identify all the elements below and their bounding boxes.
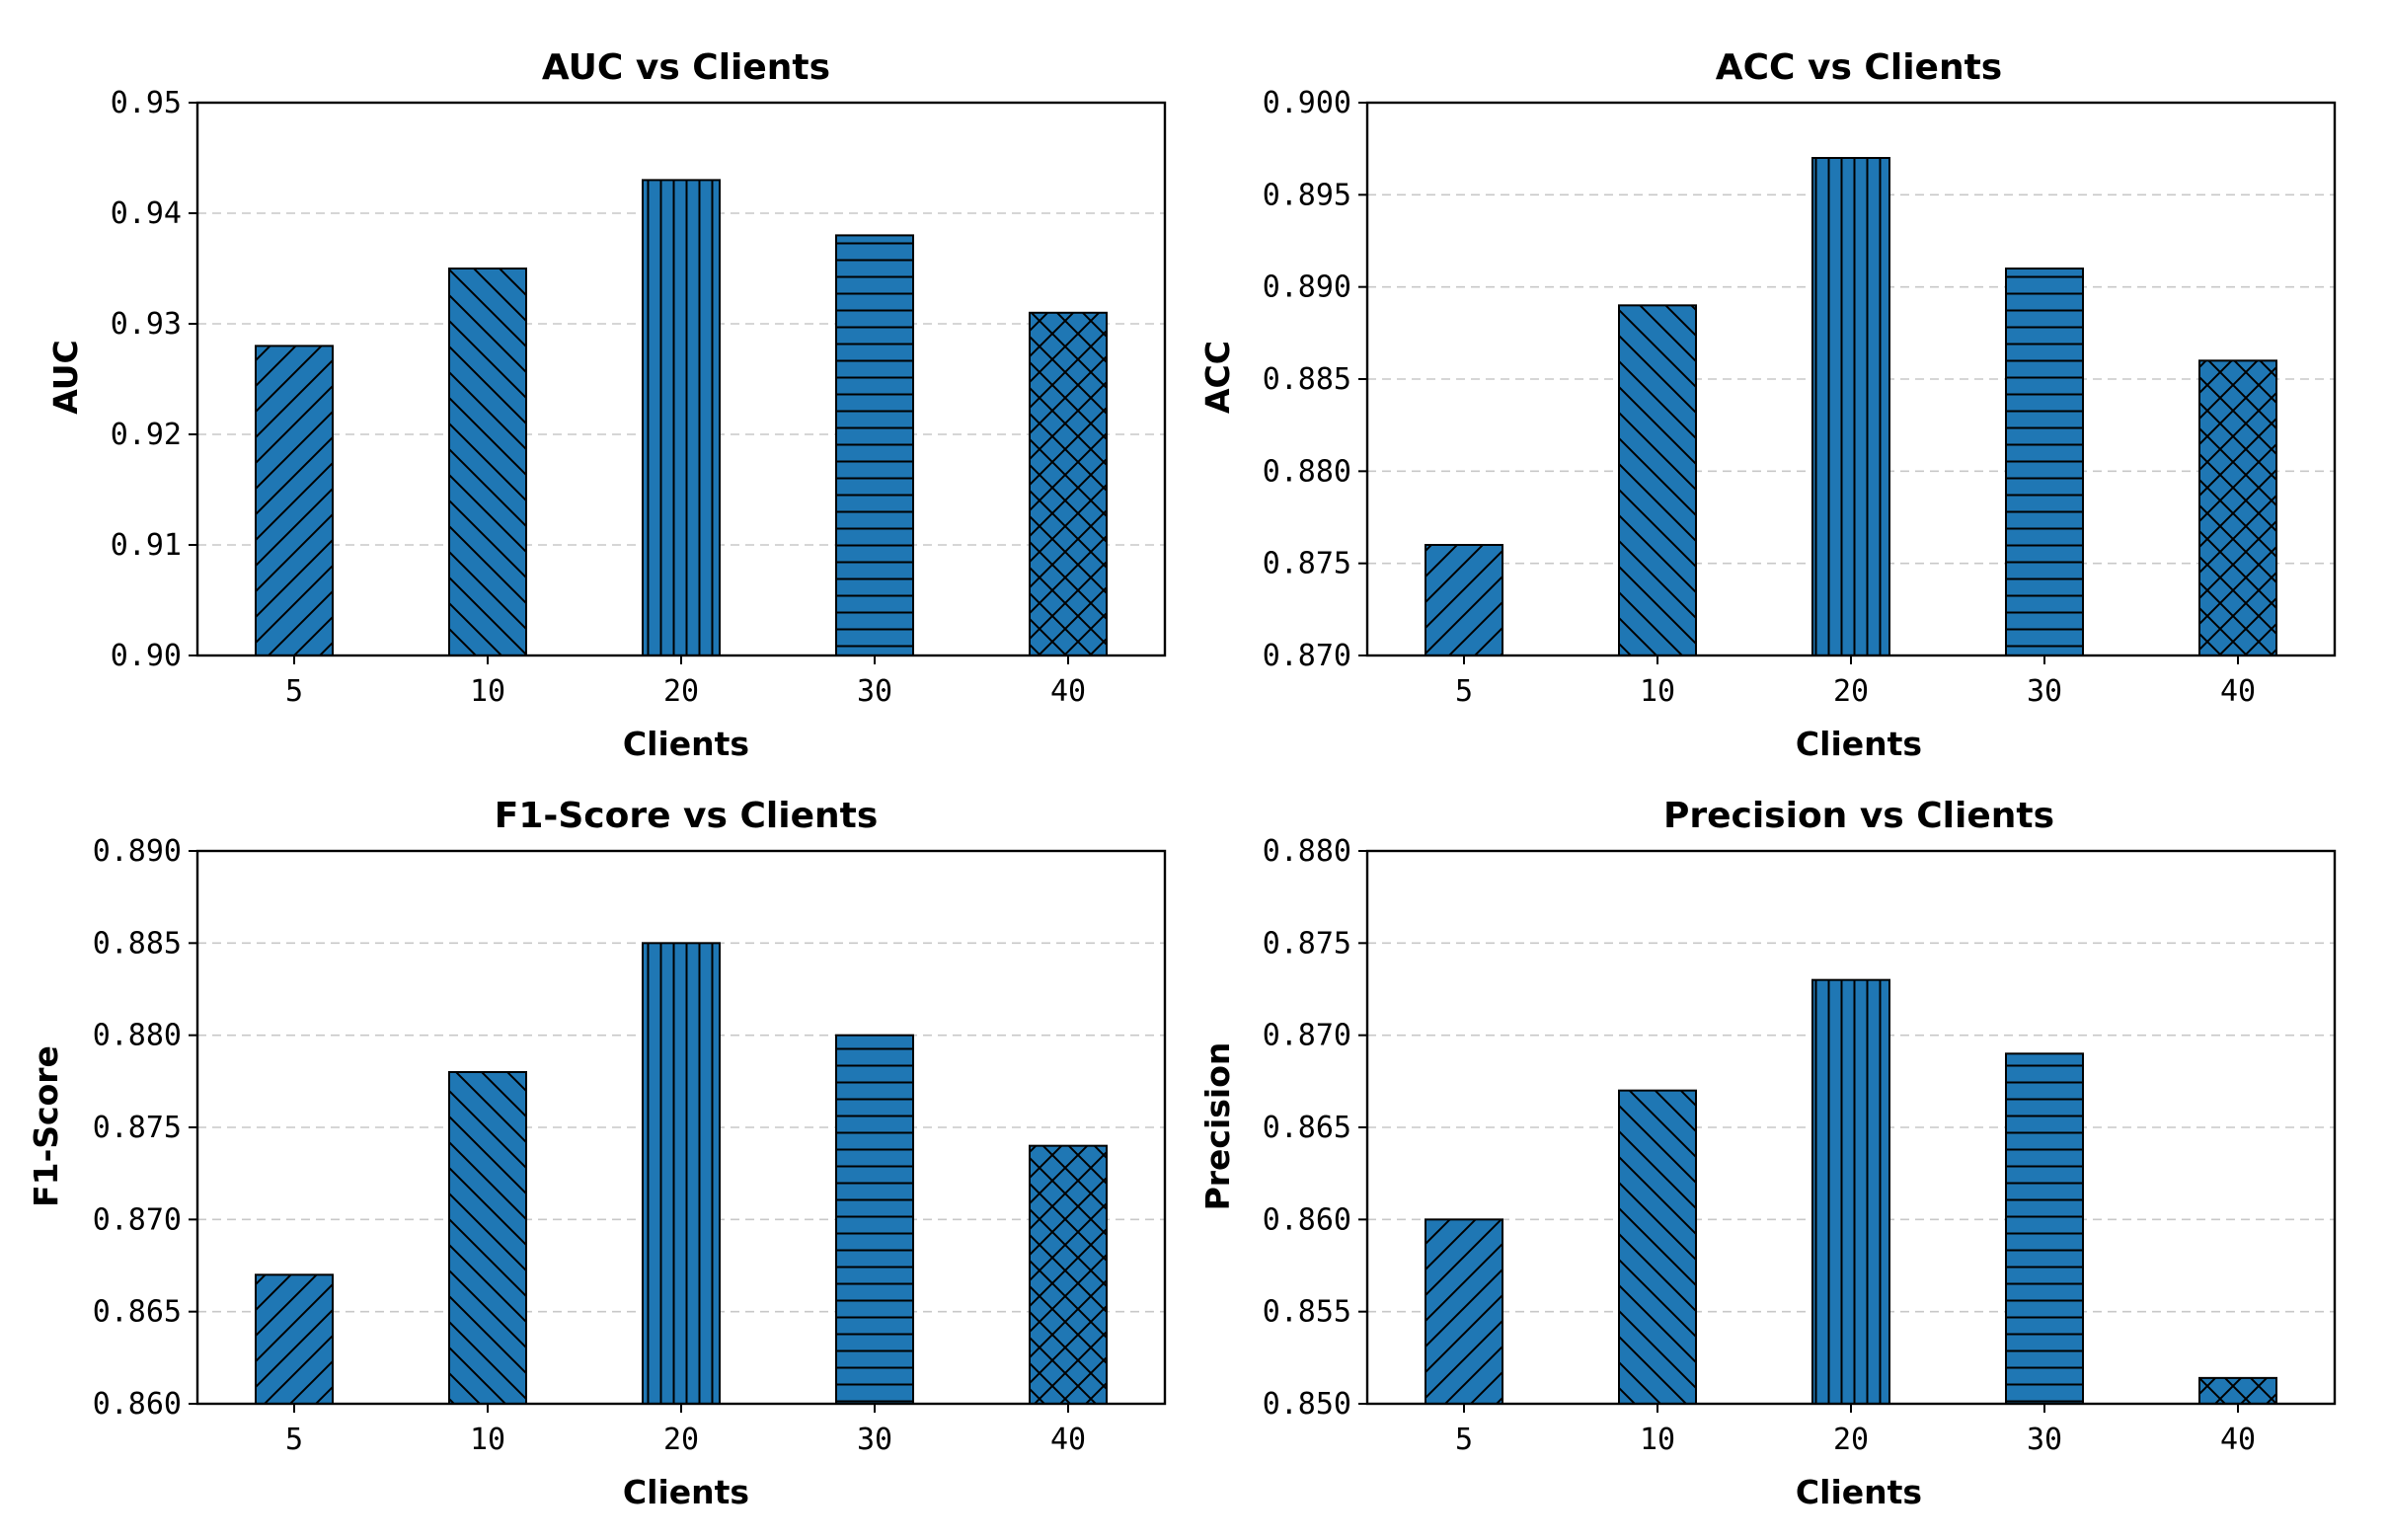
x-tick-label: 10 bbox=[470, 674, 505, 709]
chart-title: AUC vs Clients bbox=[542, 47, 830, 88]
chart-panel-f1-score: F1-Score vs Clients F1-Score Clients 0.8… bbox=[27, 796, 1167, 1511]
y-tick-label: 0.860 bbox=[1263, 1202, 1351, 1237]
y-tick-label: 0.94 bbox=[111, 196, 182, 231]
y-tick-label: 0.900 bbox=[1263, 86, 1351, 120]
y-tick-label: 0.93 bbox=[111, 307, 182, 342]
y-tick-label: 0.880 bbox=[93, 1019, 182, 1053]
x-axis-label: Clients bbox=[623, 725, 749, 763]
y-tick-label: 0.90 bbox=[111, 639, 182, 673]
y-tick-label: 0.870 bbox=[1263, 639, 1351, 673]
x-tick-label: 30 bbox=[857, 1423, 892, 1457]
x-axis-label: Clients bbox=[1796, 725, 1922, 763]
bar bbox=[448, 1071, 527, 1405]
bar bbox=[1029, 311, 1108, 656]
x-tick-label: 40 bbox=[2220, 1423, 2256, 1457]
y-tick-label: 0.850 bbox=[1263, 1387, 1351, 1422]
x-tick-label: 20 bbox=[663, 674, 699, 709]
x-tick-label: 10 bbox=[1640, 1423, 1675, 1457]
y-tick-label: 0.880 bbox=[1263, 834, 1351, 869]
x-tick-label: 40 bbox=[1050, 674, 1086, 709]
y-tick-label: 0.95 bbox=[111, 86, 182, 120]
y-tick-label: 0.890 bbox=[93, 834, 182, 869]
x-tick-label: 5 bbox=[1455, 1423, 1473, 1457]
x-tick-label: 20 bbox=[663, 1423, 699, 1457]
y-tick-label: 0.91 bbox=[111, 528, 182, 563]
y-tick-label: 0.865 bbox=[1263, 1111, 1351, 1145]
x-axis-label: Clients bbox=[623, 1473, 749, 1511]
bar bbox=[642, 942, 721, 1405]
bar bbox=[1811, 157, 1890, 656]
x-tick-label: 5 bbox=[285, 674, 303, 709]
chart-panel-acc: ACC vs Clients ACC Clients 0.870 0.875 0.8… bbox=[1198, 47, 2337, 763]
x-tick-label: 30 bbox=[857, 674, 892, 709]
x-tick-label: 5 bbox=[285, 1423, 303, 1457]
bar bbox=[835, 234, 914, 656]
chart-title: Precision vs Clients bbox=[1663, 796, 2054, 836]
x-tick-label: 20 bbox=[1833, 1423, 1869, 1457]
bar bbox=[1029, 1144, 1108, 1405]
bar bbox=[835, 1034, 914, 1405]
bar bbox=[1425, 544, 1503, 656]
bar bbox=[255, 345, 334, 656]
y-axis-label: ACC bbox=[1198, 341, 1237, 414]
chart-title: ACC vs Clients bbox=[1716, 47, 2002, 88]
bar bbox=[1618, 1089, 1697, 1405]
y-tick-label: 0.875 bbox=[93, 1111, 182, 1145]
y-tick-label: 0.860 bbox=[93, 1387, 182, 1422]
bar bbox=[448, 268, 527, 656]
y-tick-label: 0.865 bbox=[93, 1295, 182, 1330]
bar bbox=[1811, 978, 1890, 1406]
bar bbox=[255, 1273, 334, 1406]
y-tick-label: 0.870 bbox=[1263, 1019, 1351, 1053]
y-axis-label: Precision bbox=[1198, 1042, 1237, 1211]
chart-panel-precision: Precision vs Clients Precision Clients 0… bbox=[1198, 796, 2337, 1511]
chart-title: F1-Score vs Clients bbox=[495, 796, 879, 836]
y-tick-label: 0.895 bbox=[1263, 178, 1351, 212]
bar bbox=[1618, 304, 1697, 656]
bar bbox=[2198, 1376, 2277, 1406]
y-axis-label: F1-Score bbox=[27, 1045, 65, 1207]
y-axis-label: AUC bbox=[46, 340, 85, 415]
x-tick-label: 10 bbox=[1640, 674, 1675, 709]
y-tick-label: 0.875 bbox=[1263, 547, 1351, 581]
y-tick-label: 0.855 bbox=[1263, 1295, 1351, 1330]
bar bbox=[2005, 1052, 2084, 1406]
bar bbox=[2005, 268, 2084, 656]
x-tick-label: 40 bbox=[1050, 1423, 1086, 1457]
y-tick-label: 0.890 bbox=[1263, 270, 1351, 305]
x-tick-label: 30 bbox=[2027, 674, 2062, 709]
y-tick-label: 0.885 bbox=[93, 926, 182, 961]
x-axis-label: Clients bbox=[1796, 1473, 1922, 1511]
x-tick-label: 20 bbox=[1833, 674, 1869, 709]
x-tick-label: 10 bbox=[470, 1423, 505, 1457]
y-tick-label: 0.870 bbox=[93, 1202, 182, 1237]
chart-panel-auc: AUC vs Clients AUC Clients 0.90 0.91 0.92 0… bbox=[46, 47, 1167, 763]
x-tick-label: 40 bbox=[2220, 674, 2256, 709]
y-tick-label: 0.92 bbox=[111, 418, 182, 452]
x-tick-label: 30 bbox=[2027, 1423, 2062, 1457]
x-tick-label: 5 bbox=[1455, 674, 1473, 709]
bar bbox=[642, 179, 721, 656]
y-tick-label: 0.875 bbox=[1263, 926, 1351, 961]
bar bbox=[2198, 359, 2277, 656]
y-tick-label: 0.880 bbox=[1263, 454, 1351, 489]
bar bbox=[1425, 1218, 1503, 1406]
y-tick-label: 0.885 bbox=[1263, 362, 1351, 397]
